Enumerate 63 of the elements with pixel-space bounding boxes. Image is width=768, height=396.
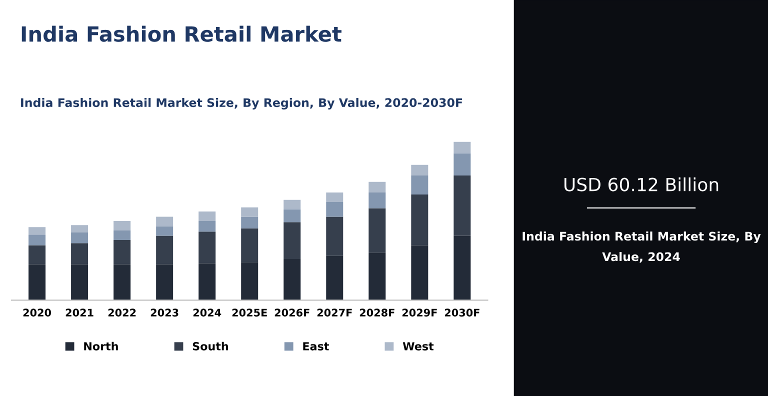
x-tick-label: 2021 xyxy=(66,308,94,317)
bar xyxy=(326,216,344,256)
chart-title: India Fashion Retail Market xyxy=(22,26,342,42)
x-tick-label: 2027F xyxy=(317,308,352,317)
bar xyxy=(411,176,428,195)
text: USD 60.12 Billion xyxy=(564,177,718,192)
bar xyxy=(156,264,174,300)
legend-label: South xyxy=(192,342,228,350)
bar xyxy=(368,208,386,253)
chart-subtitle: India Fashion Retail Market Size, By Region, By Value, 2020-2030F xyxy=(21,98,462,110)
x-tick-label: 2028F xyxy=(360,308,394,317)
bar xyxy=(454,236,471,300)
bar xyxy=(368,192,386,208)
bar xyxy=(71,243,88,264)
legend-label: West xyxy=(402,342,434,350)
bar xyxy=(114,220,131,230)
x-tick-label: 2030F xyxy=(444,308,480,317)
bar xyxy=(454,153,471,176)
bar xyxy=(368,252,386,300)
bar xyxy=(241,207,258,217)
bar xyxy=(284,200,301,210)
legend-label: East xyxy=(303,342,329,350)
bar xyxy=(156,236,174,264)
x-tick-label: 2022 xyxy=(108,308,136,317)
bar xyxy=(241,216,258,228)
bar xyxy=(198,232,216,264)
bar xyxy=(326,256,344,300)
bar xyxy=(326,202,344,217)
bar xyxy=(156,226,174,236)
bar xyxy=(28,264,46,300)
bar xyxy=(454,142,471,154)
bar xyxy=(198,263,216,300)
x-tick-label: 2025E xyxy=(232,308,267,317)
bar xyxy=(114,230,131,240)
x-tick-label: 2029F xyxy=(402,308,437,317)
bar xyxy=(114,264,131,300)
bar xyxy=(368,182,386,192)
bar xyxy=(284,209,301,222)
bar xyxy=(28,245,46,264)
bar xyxy=(71,264,88,300)
legend-label: North xyxy=(84,342,118,350)
bar xyxy=(284,258,301,300)
bar xyxy=(454,176,471,236)
bar xyxy=(284,222,301,259)
bar xyxy=(156,216,174,226)
text: India Fashion Retail Market Size, By Value, 2024 xyxy=(522,232,761,263)
bar xyxy=(241,262,258,300)
bar xyxy=(411,164,428,176)
bar xyxy=(241,228,258,262)
x-tick-label: 2020 xyxy=(23,308,52,317)
x-tick-label: 2024 xyxy=(193,308,222,317)
bar xyxy=(326,192,344,202)
bar xyxy=(114,240,131,264)
bar xyxy=(411,245,428,300)
bar xyxy=(411,194,428,246)
bar xyxy=(198,220,216,232)
bar xyxy=(28,234,46,246)
bar xyxy=(71,225,88,233)
bar xyxy=(198,211,216,221)
x-tick-label: 2023 xyxy=(150,308,178,317)
bar xyxy=(28,227,46,235)
x-tick-label: 2026F xyxy=(274,308,310,317)
bar xyxy=(71,232,88,244)
